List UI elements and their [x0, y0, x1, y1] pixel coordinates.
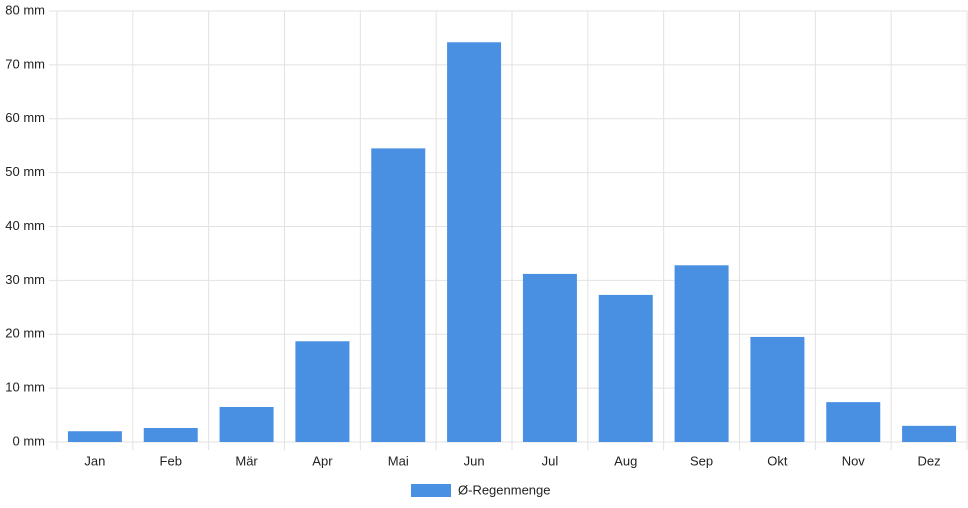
bar: [143, 427, 198, 442]
bar: [902, 425, 957, 442]
legend-swatch: [411, 484, 451, 497]
x-tick-label: Sep: [690, 453, 713, 468]
legend-label: Ø-Regenmenge: [458, 482, 551, 497]
bar: [219, 406, 274, 442]
x-tick-label: Mai: [388, 453, 409, 468]
bar: [750, 336, 805, 442]
x-tick-label: Jun: [464, 453, 485, 468]
y-tick-label: 60 mm: [5, 110, 45, 125]
bar: [371, 148, 426, 442]
y-tick-label: 20 mm: [5, 326, 45, 341]
bar: [295, 341, 350, 442]
x-tick-label: Nov: [842, 453, 866, 468]
bar: [67, 431, 122, 442]
x-tick-label: Feb: [160, 453, 182, 468]
y-tick-label: 40 mm: [5, 218, 45, 233]
x-tick-label: Jul: [542, 453, 559, 468]
y-tick-label: 10 mm: [5, 380, 45, 395]
y-tick-label: 30 mm: [5, 272, 45, 287]
bar: [826, 402, 881, 442]
x-tick-label: Mär: [235, 453, 258, 468]
bar: [598, 294, 653, 442]
x-tick-label: Dez: [918, 453, 941, 468]
y-tick-label: 0 mm: [13, 433, 46, 448]
x-tick-label: Okt: [767, 453, 788, 468]
bar: [674, 265, 729, 442]
bar: [522, 273, 577, 442]
bar: [447, 42, 502, 443]
x-tick-label: Aug: [614, 453, 637, 468]
y-tick-label: 50 mm: [5, 164, 45, 179]
y-tick-label: 80 mm: [5, 2, 45, 17]
x-tick-label: Apr: [312, 453, 333, 468]
y-tick-label: 70 mm: [5, 56, 45, 71]
x-tick-label: Jan: [84, 453, 105, 468]
